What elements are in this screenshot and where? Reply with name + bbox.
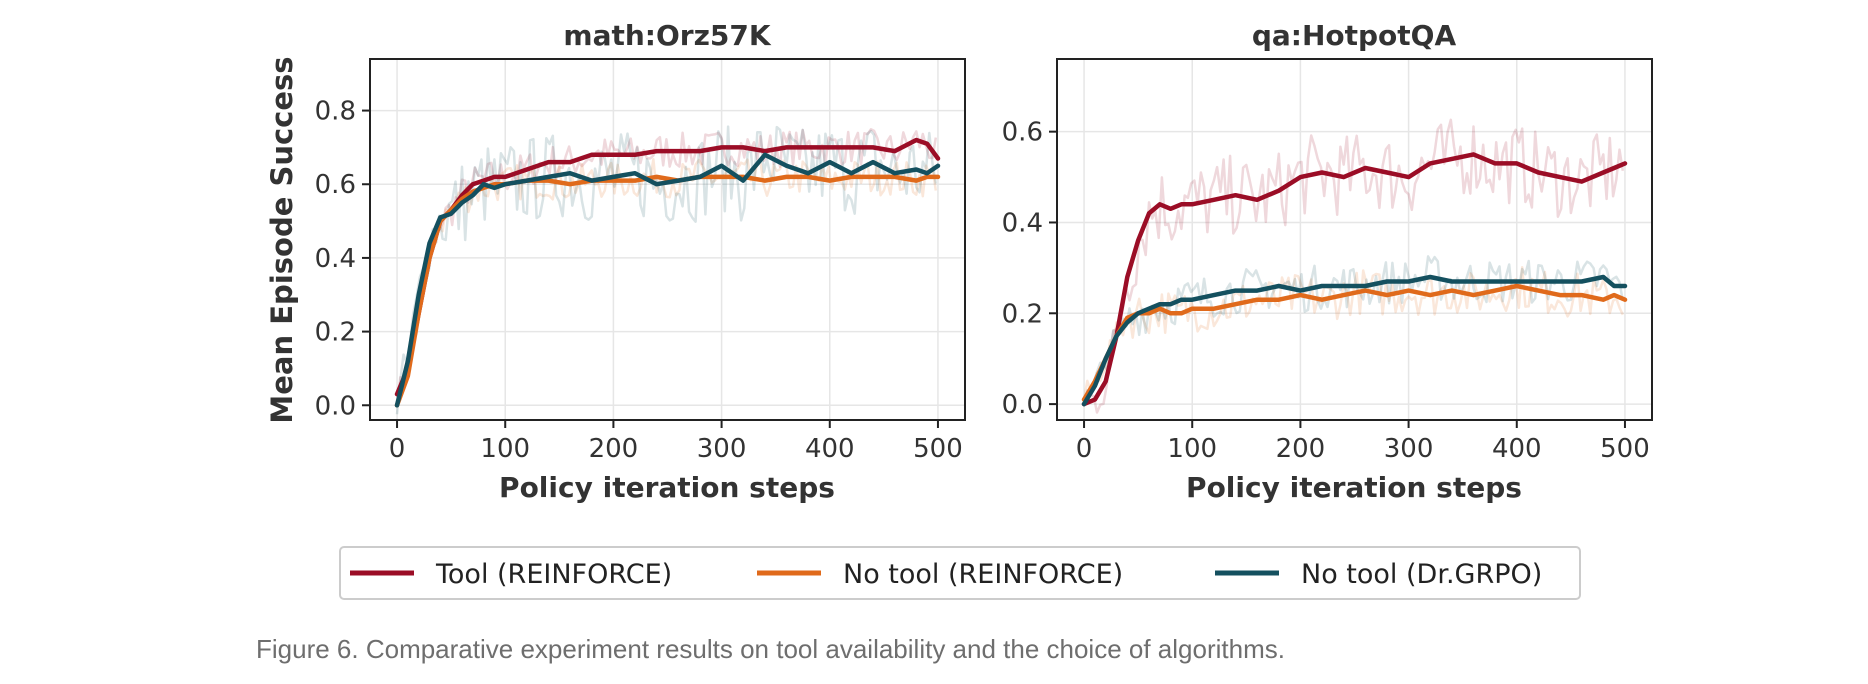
series-line-2 — [1081, 274, 1628, 407]
smoothed-series-layer — [394, 137, 941, 408]
x-tick-label: 100 — [1167, 434, 1217, 464]
raw-series-line — [1083, 118, 1625, 414]
raw-series-line — [395, 128, 938, 406]
chart-math-orz57k: math:Orz57K 0 100 200 300 400 500 0.0 0.2 0.4 0.6… — [315, 19, 966, 504]
y-tick-label: 0.2 — [1002, 299, 1043, 329]
y-tick-label: 0.6 — [1002, 118, 1043, 148]
grid — [1057, 59, 1652, 420]
y-tick-label: 0.0 — [315, 391, 356, 421]
x-tick-label: 400 — [1492, 434, 1542, 464]
x-axis-label: Policy iteration steps — [1186, 471, 1522, 504]
y-tick-label: 0.8 — [315, 97, 356, 127]
smoothed-series-layer — [1081, 152, 1628, 407]
raw-series-line — [395, 125, 938, 415]
x-tick-label: 300 — [697, 434, 747, 464]
series-line-1 — [394, 174, 941, 408]
raw-series-line — [1082, 255, 1625, 407]
ticks: 0 100 200 300 400 500 0.0 0.2 0.4 0.6 0.8 — [315, 97, 963, 464]
raw-series-layer — [395, 125, 938, 415]
x-tick-label: 300 — [1384, 434, 1434, 464]
x-tick-label: 200 — [1276, 434, 1326, 464]
plot-frame — [369, 58, 966, 421]
figure-caption: Figure 6. Comparative experiment results… — [256, 634, 1285, 664]
x-tick-label: 200 — [589, 434, 639, 464]
y-tick-label: 0.6 — [315, 170, 356, 200]
legend-label: No tool (REINFORCE) — [843, 559, 1123, 590]
raw-series-line — [396, 157, 938, 396]
legend: Tool (REINFORCE) No tool (REINFORCE) No … — [339, 546, 1581, 600]
chart-title: qa:HotpotQA — [1252, 19, 1457, 52]
series-line-0 — [1081, 152, 1628, 407]
x-tick-label: 400 — [805, 434, 855, 464]
x-tick-label: 0 — [1076, 434, 1093, 464]
series-line-2 — [394, 152, 941, 408]
y-tick-label: 0.0 — [1002, 390, 1043, 420]
legend-label: Tool (REINFORCE) — [435, 559, 672, 590]
legend-entry-tool-reinforce: Tool (REINFORCE) — [350, 559, 672, 590]
x-tick-label: 500 — [1600, 434, 1650, 464]
y-tick-label: 0.4 — [315, 244, 356, 274]
legend-label: No tool (Dr.GRPO) — [1301, 559, 1542, 590]
y-tick-label: 0.2 — [315, 318, 356, 348]
x-tick-label: 0 — [389, 434, 406, 464]
y-axis-label: Mean Episode Success — [265, 56, 299, 423]
legend-entry-notool-drgrpo: No tool (Dr.GRPO) — [1215, 559, 1542, 590]
x-tick-label: 100 — [480, 434, 530, 464]
legend-entry-notool-reinforce: No tool (REINFORCE) — [757, 559, 1123, 590]
x-tick-label: 500 — [913, 434, 963, 464]
x-axis-label: Policy iteration steps — [499, 471, 835, 504]
chart-title: math:Orz57K — [563, 19, 771, 52]
raw-series-layer — [1082, 118, 1625, 414]
plot-frame — [1056, 58, 1653, 421]
legend-box — [339, 546, 1581, 600]
y-tick-label: 0.4 — [1002, 208, 1043, 238]
chart-qa-hotpotqa: qa:HotpotQA 0 100 200 300 400 500 0.0 0.2 0.4 0.6… — [1002, 19, 1653, 504]
grid — [370, 59, 965, 420]
ticks: 0 100 200 300 400 500 0.0 0.2 0.4 0.6 — [1002, 118, 1650, 464]
